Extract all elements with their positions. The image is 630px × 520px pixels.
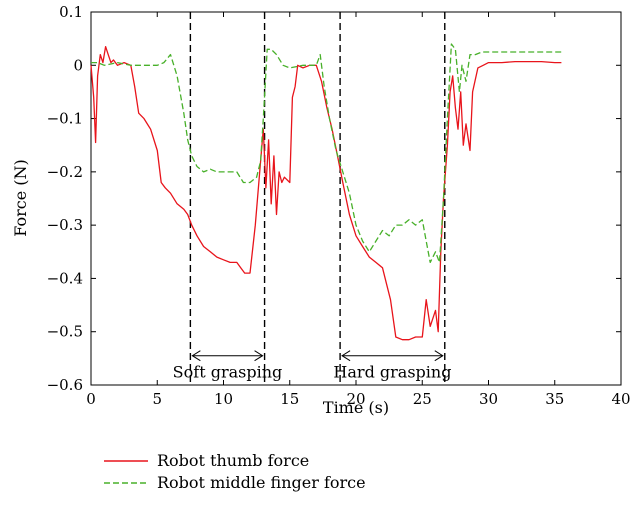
legend: Robot thumb force Robot middle finger for… [104,451,366,492]
y-axis-ticks: 0.1 0 −0.1 −0.2 −0.3 −0.4 −0.5 −0.6 [47,3,621,394]
arrow-head-left-icon [191,350,201,362]
x-tick-label: 15 [280,390,299,408]
x-tick-label: 0 [86,390,96,408]
y-tick-label: −0.2 [47,163,83,181]
y-tick-label: 0 [73,56,83,74]
annotation-label: Hard grasping [333,363,451,382]
x-tick-label: 35 [545,390,564,408]
x-axis-ticks: 0 5 10 15 20 25 30 35 40 [86,12,630,408]
y-tick-label: −0.1 [47,110,83,128]
legend-label: Robot thumb force [157,451,309,470]
y-axis-label: Force (N) [11,159,30,237]
legend-label: Robot middle finger force [157,473,366,492]
arrow-head-right-icon [434,350,444,362]
x-axis-label: Time (s) [323,398,389,417]
phase-boundaries [189,12,446,385]
y-tick-label: −0.4 [47,269,83,287]
arrow-head-left-icon [341,350,351,362]
x-tick-label: 40 [611,390,630,408]
arrow-head-right-icon [254,350,264,362]
series-line-robot-middle-finger-force [91,43,562,264]
data-series [90,43,562,341]
phase-annotations: Soft grasping Hard grasping [173,350,451,382]
y-tick-label: −0.5 [47,323,83,341]
plot-frame [90,11,622,386]
x-tick-label: 25 [413,390,432,408]
x-tick-label: 30 [479,390,498,408]
x-tick-label: 5 [152,390,162,408]
x-tick-label: 20 [346,390,365,408]
series-line-robot-thumb-force [90,45,562,341]
annotation-label: Soft grasping [173,363,283,382]
y-tick-label: −0.6 [47,376,83,394]
y-tick-label: −0.3 [47,216,83,234]
y-tick-label: 0.1 [59,3,83,21]
x-tick-label: 10 [214,390,233,408]
